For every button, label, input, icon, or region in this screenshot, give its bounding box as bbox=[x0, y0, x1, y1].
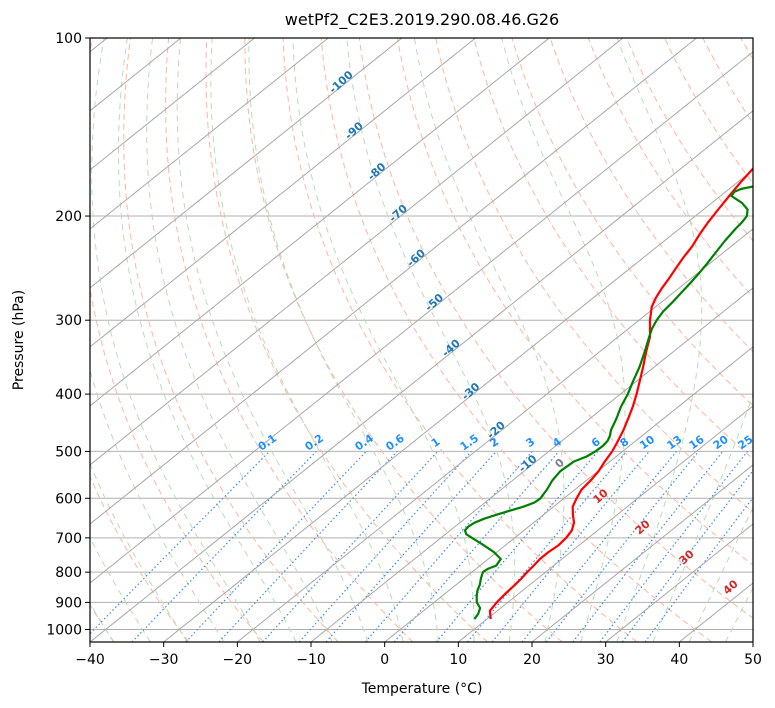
isotherm-line bbox=[237, 228, 753, 642]
mixing-ratio-line bbox=[621, 469, 753, 642]
moist-adiabat-line bbox=[90, 368, 225, 642]
mixing-ratio-line bbox=[325, 450, 497, 642]
isotherm-line bbox=[90, 38, 697, 525]
isotherm-line bbox=[605, 523, 753, 642]
x-tick-label: −20 bbox=[223, 652, 253, 668]
x-tick-label: 50 bbox=[744, 652, 762, 668]
x-tick-label: 0 bbox=[380, 652, 389, 668]
y-tick-label: 900 bbox=[55, 595, 82, 611]
moist-adiabat-line bbox=[117, 38, 297, 642]
mixing-ratio-line bbox=[90, 450, 270, 635]
isotherm-line bbox=[90, 38, 550, 407]
y-tick-label: 200 bbox=[55, 209, 82, 225]
x-axis: −40 −30 −20 −10 0 10 20 30 40 50 bbox=[75, 642, 762, 668]
x-tick-label: −30 bbox=[149, 652, 179, 668]
y-axis-label: Pressure (hPa) bbox=[11, 290, 27, 390]
moist-adiabat-line bbox=[146, 38, 333, 642]
isotherm-line bbox=[90, 38, 403, 289]
moist-adiabat-line bbox=[292, 38, 475, 642]
y-tick-label: 600 bbox=[55, 491, 82, 507]
moist-adiabat-line bbox=[688, 506, 753, 642]
mixing-ratio-line bbox=[599, 451, 748, 642]
isotherm-line bbox=[90, 38, 255, 171]
x-tick-label: 30 bbox=[597, 652, 615, 668]
y-tick-label: 400 bbox=[55, 387, 82, 403]
mixing-ratio-line bbox=[435, 451, 599, 642]
isotherm-lines bbox=[90, 38, 753, 642]
isotherm-line bbox=[90, 38, 624, 466]
dry-adiabat-line bbox=[397, 38, 753, 566]
x-tick-label: −10 bbox=[296, 652, 326, 668]
isotherm-line bbox=[90, 51, 753, 584]
x-tick-label: 20 bbox=[523, 652, 541, 668]
dry-adiabat-line bbox=[244, 38, 563, 642]
chart-title: wetPf2_C2E3.2019.290.08.46.G26 bbox=[285, 10, 559, 30]
dewpoint-curve bbox=[463, 185, 753, 620]
dry-adiabat-line bbox=[320, 38, 713, 642]
isotherm-line bbox=[458, 405, 753, 642]
dry-adiabat-line bbox=[90, 475, 190, 642]
mixing-ratio-line bbox=[185, 450, 367, 642]
mixing-ratio-line bbox=[218, 450, 398, 642]
moist-adiabat-line bbox=[501, 38, 626, 642]
dry-adiabat-line bbox=[435, 38, 753, 513]
x-axis-label: Temperature (°C) bbox=[361, 681, 483, 697]
isotherm-line bbox=[384, 346, 753, 642]
dry-adiabat-line bbox=[90, 38, 264, 642]
x-tick-label: 40 bbox=[670, 652, 688, 668]
isotherm-line bbox=[90, 38, 329, 230]
dry-adiabat-line bbox=[587, 38, 753, 298]
y-tick-label: 1000 bbox=[46, 622, 82, 638]
mixing-ratio-line bbox=[521, 451, 677, 642]
moist-adiabat-line bbox=[346, 38, 516, 642]
isotherm-line bbox=[163, 169, 753, 642]
y-tick-label: 500 bbox=[55, 444, 82, 460]
moist-adiabat-line bbox=[652, 393, 753, 642]
moist-adiabat-line bbox=[725, 586, 753, 642]
mixing-ratio-line bbox=[467, 451, 627, 642]
plot-frame bbox=[89, 37, 754, 643]
y-tick-label: 800 bbox=[55, 565, 82, 581]
mixing-ratio-line bbox=[298, 450, 472, 642]
moist-adiabat-line bbox=[91, 38, 261, 642]
moist-adiabat-line bbox=[90, 536, 151, 642]
isotherm-line bbox=[531, 464, 753, 642]
isotherm-line bbox=[310, 287, 753, 642]
y-tick-label: 700 bbox=[55, 531, 82, 547]
y-axis: 100 200 300 400 500 600 700 800 900 1000 bbox=[46, 31, 90, 638]
moist-adiabat-line bbox=[210, 38, 404, 642]
y-tick-label: 300 bbox=[55, 313, 82, 329]
sounding-curves bbox=[463, 166, 753, 620]
x-tick-label: −40 bbox=[75, 652, 105, 668]
dry-adiabat-line bbox=[123, 38, 339, 642]
moist-adiabat-line bbox=[176, 38, 369, 642]
isotherm-line bbox=[90, 38, 476, 348]
temperature-curve bbox=[488, 166, 753, 620]
dry-adiabat-line bbox=[358, 38, 753, 619]
mixing-ratio-label: 25 bbox=[736, 433, 756, 452]
isotherm-line bbox=[90, 110, 753, 642]
moist-adiabat-line bbox=[413, 38, 565, 642]
mixing-ratio-line bbox=[545, 451, 700, 642]
x-tick-label: 10 bbox=[449, 652, 467, 668]
dry-adiabat-line bbox=[282, 38, 638, 642]
y-tick-label: 100 bbox=[55, 31, 82, 47]
dry-adiabat-line bbox=[205, 38, 488, 642]
moist-adiabat-line bbox=[90, 462, 188, 642]
moist-adiabats bbox=[90, 38, 753, 642]
